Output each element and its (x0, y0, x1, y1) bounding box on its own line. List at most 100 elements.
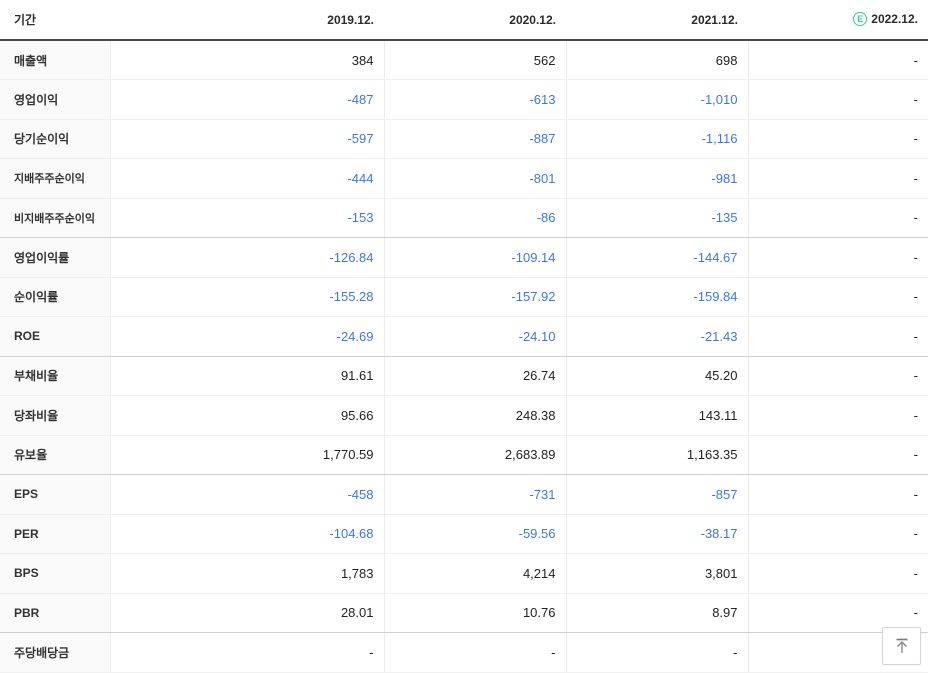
cell-value: -135 (565, 198, 748, 238)
table-row: PER -104.68 -59.56 -38.17 - (0, 514, 928, 554)
row-label: BPS (0, 553, 110, 594)
cell-value: -981 (565, 158, 748, 199)
cell-value: 384 (109, 40, 384, 80)
cell-value: -126.84 (109, 237, 384, 278)
col-header-2020: 2020.12. (384, 0, 566, 41)
row-label: EPS (0, 474, 110, 515)
cell-value: 1,770.59 (109, 435, 384, 475)
cell-value: 1,783 (109, 553, 384, 594)
cell-value: - (747, 79, 928, 120)
cell-value: - (747, 119, 928, 159)
table-row: 영업이익 -487 -613 -1,010 - (0, 79, 928, 120)
table-header: 기간 2019.12. 2020.12. 2021.12. E 2022.12. (0, 0, 928, 41)
cell-value: 562 (383, 40, 566, 80)
cell-value: - (747, 474, 928, 515)
cell-value: -857 (565, 474, 748, 515)
table-row: 매출액 384 562 698 - (0, 40, 928, 80)
cell-value: 1,163.35 (565, 435, 748, 475)
table-row: 당기순이익 -597 -887 -1,116 - (0, 119, 928, 159)
cell-value: -487 (109, 79, 384, 120)
cell-value: 28.01 (109, 593, 384, 633)
cell-value: -144.67 (565, 237, 748, 278)
row-label: 비지배주주순이익 (0, 198, 110, 238)
cell-value: - (747, 40, 928, 80)
cell-value: -731 (383, 474, 566, 515)
arrow-up-to-top-icon (896, 638, 907, 653)
row-label: 부채비율 (0, 356, 110, 396)
cell-value: - (747, 593, 928, 633)
table-row: BPS 1,783 4,214 3,801 - (0, 553, 928, 594)
col-header-2022-estimate: E 2022.12. (748, 0, 928, 41)
cell-value: 248.38 (383, 395, 566, 436)
cell-value: - (747, 316, 928, 357)
table-row: 지배주주순이익 -444 -801 -981 - (0, 158, 928, 199)
cell-value: 26.74 (383, 356, 566, 396)
cell-value: -104.68 (109, 514, 384, 554)
cell-value: -444 (109, 158, 384, 199)
cell-value: -597 (109, 119, 384, 159)
col-header-2019: 2019.12. (110, 0, 384, 41)
cell-value: 4,214 (383, 553, 566, 594)
cell-value: - (383, 632, 566, 673)
cell-value: 10.76 (383, 593, 566, 633)
table-row: 영업이익률 -126.84 -109.14 -144.67 - (0, 237, 928, 278)
cell-value: -1,116 (565, 119, 748, 159)
cell-value: -159.84 (565, 277, 748, 317)
cell-value: -24.10 (383, 316, 566, 357)
cell-value: - (747, 237, 928, 278)
row-label: 당좌비율 (0, 395, 110, 436)
cell-value: -613 (383, 79, 566, 120)
table-body: 매출액 384 562 698 - 영업이익 -487 -613 -1,010 … (0, 40, 928, 673)
cell-value: - (747, 277, 928, 317)
cell-value: - (747, 514, 928, 554)
cell-value: -21.43 (565, 316, 748, 357)
row-label: PBR (0, 593, 110, 633)
row-label: 당기순이익 (0, 119, 110, 159)
cell-value: -59.56 (383, 514, 566, 554)
cell-value: -109.14 (383, 237, 566, 278)
cell-value: -887 (383, 119, 566, 159)
row-label: 영업이익 (0, 79, 110, 120)
cell-value: 698 (565, 40, 748, 80)
cell-value: - (747, 198, 928, 238)
table-row: PBR 28.01 10.76 8.97 - (0, 593, 928, 633)
col-header-2022-label: 2022.12. (871, 11, 918, 26)
table-row: 당좌비율 95.66 248.38 143.11 - (0, 395, 928, 436)
cell-value: 45.20 (565, 356, 748, 396)
cell-value: 3,801 (565, 553, 748, 594)
cell-value: - (109, 632, 384, 673)
cell-value: -801 (383, 158, 566, 199)
cell-value: - (747, 395, 928, 436)
cell-value: -38.17 (565, 514, 748, 554)
cell-value: 91.61 (109, 356, 384, 396)
cell-value: - (747, 356, 928, 396)
cell-value: -458 (109, 474, 384, 515)
row-label: 주당배당금 (0, 632, 110, 673)
cell-value: - (747, 158, 928, 199)
row-label: 유보율 (0, 435, 110, 475)
cell-value: 143.11 (565, 395, 748, 436)
scroll-to-top-button[interactable] (882, 627, 921, 665)
cell-value: -153 (109, 198, 384, 238)
row-label: 순이익률 (0, 277, 110, 317)
row-label: PER (0, 514, 110, 554)
table-row: 주당배당금 - - - - (0, 632, 928, 673)
cell-value: 8.97 (565, 593, 748, 633)
table-row: EPS -458 -731 -857 - (0, 474, 928, 515)
cell-value: -1,010 (565, 79, 748, 120)
cell-value: -157.92 (383, 277, 566, 317)
row-label: ROE (0, 316, 110, 357)
table-row: 유보율 1,770.59 2,683.89 1,163.35 - (0, 435, 928, 475)
cell-value: 2,683.89 (383, 435, 566, 475)
row-label: 매출액 (0, 40, 110, 80)
table-row: ROE -24.69 -24.10 -21.43 - (0, 316, 928, 357)
cell-value: -24.69 (109, 316, 384, 357)
row-label: 지배주주순이익 (0, 158, 110, 199)
cell-value: - (747, 435, 928, 475)
table-row: 비지배주주순이익 -153 -86 -135 - (0, 198, 928, 238)
table-row: 순이익률 -155.28 -157.92 -159.84 - (0, 277, 928, 317)
cell-value: -155.28 (109, 277, 384, 317)
cell-value: -86 (383, 198, 566, 238)
period-header: 기간 (0, 0, 110, 41)
